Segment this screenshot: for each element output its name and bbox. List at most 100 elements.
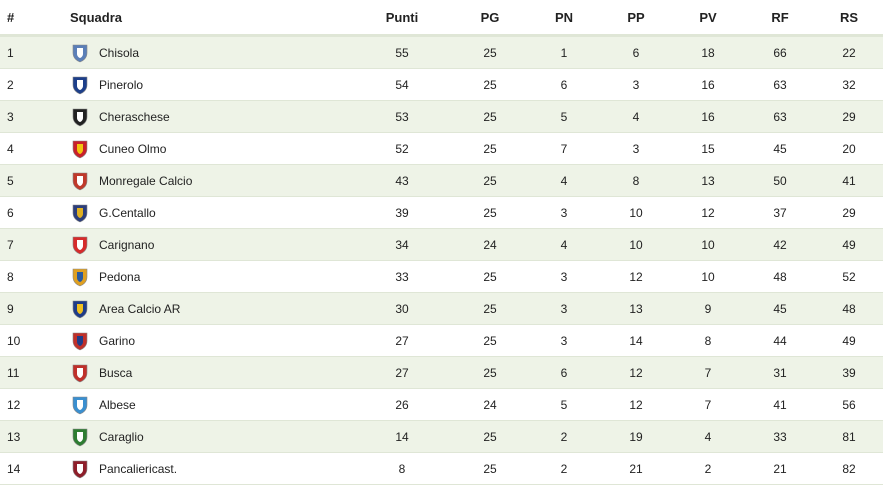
goals-against: 29 [842,205,856,220]
played: 24 [483,237,497,252]
wins: 7 [704,397,712,412]
wins: 12 [701,205,715,220]
table-row: 2 Pinerolo 54 25 6 3 16 63 32 [0,69,883,101]
losses: 3 [632,141,640,156]
logo-shape [72,204,88,223]
column-header: Punti [385,9,419,25]
table-row: 8 Pedona 33 25 3 12 10 48 52 [0,261,883,293]
losses: 8 [632,173,640,188]
column-header: RS [839,9,859,25]
logo-shape [72,140,88,159]
column-header: PG [480,9,500,25]
goals-for: 48 [773,269,787,284]
wins: 13 [701,173,715,188]
logo-shape [72,460,88,479]
goals-against: 32 [842,77,856,92]
played: 25 [483,461,497,476]
wins: 8 [704,333,712,348]
position: 12 [7,397,21,412]
points: 39 [395,205,409,220]
column-header: PN [554,9,574,25]
goals-against: 22 [842,45,856,60]
position: 14 [7,461,21,476]
table-row: 10 Garino 27 25 3 14 8 44 49 [0,325,883,357]
goals-against: 49 [842,237,856,252]
table-row: 13 Caraglio 14 25 2 19 4 33 81 [0,421,883,453]
draws: 3 [560,269,568,284]
team-name: Cuneo Olmo [99,141,167,156]
table-row: 12 Albese 26 24 5 12 7 41 56 [0,389,883,421]
wins: 10 [701,237,715,252]
wins: 7 [704,365,712,380]
team-name: Caraglio [99,429,144,444]
position: 3 [7,109,14,124]
column-header: PP [627,9,645,25]
table-row: 1 Chisola 55 25 1 6 18 66 22 [0,37,883,69]
team-logo [70,43,90,63]
team-name: Albese [99,397,136,412]
goals-against: 48 [842,301,856,316]
draws: 6 [560,77,568,92]
logo-shape [72,332,88,351]
losses: 19 [629,429,643,444]
team-logo [70,395,90,415]
points: 30 [395,301,409,316]
logo-shape [72,268,88,287]
position: 1 [7,45,14,60]
losses: 4 [632,109,640,124]
played: 25 [483,205,497,220]
table-row: 14 Pancaliericast. 8 25 2 21 2 21 82 [0,453,883,485]
wins: 18 [701,45,715,60]
draws: 5 [560,109,568,124]
table-row: 4 Cuneo Olmo 52 25 7 3 15 45 20 [0,133,883,165]
goals-for: 37 [773,205,787,220]
table-row: 7 Carignano 34 24 4 10 10 42 49 [0,229,883,261]
position: 4 [7,141,14,156]
team-name: Pancaliericast. [99,461,178,476]
team-logo [70,363,90,383]
team-logo [70,459,90,479]
played: 25 [483,141,497,156]
played: 25 [483,173,497,188]
team-logo [70,139,90,159]
team-name: G.Centallo [99,205,156,220]
losses: 10 [629,205,643,220]
table-row: 5 Monregale Calcio 43 25 4 8 13 50 41 [0,165,883,197]
position: 7 [7,237,14,252]
draws: 7 [560,141,568,156]
team-logo [70,299,90,319]
position: 2 [7,77,14,92]
table-row: 11 Busca 27 25 6 12 7 31 39 [0,357,883,389]
logo-shape [72,396,88,415]
points: 33 [395,269,409,284]
points: 26 [395,397,409,412]
team-logo [70,267,90,287]
goals-for: 31 [773,365,787,380]
points: 14 [395,429,409,444]
wins: 4 [704,429,712,444]
team-name: Busca [99,365,133,380]
losses: 21 [629,461,643,476]
points: 55 [395,45,409,60]
wins: 16 [701,77,715,92]
points: 8 [398,461,406,476]
team-logo [70,203,90,223]
losses: 3 [632,77,640,92]
logo-shape [72,236,88,255]
goals-for: 63 [773,109,787,124]
losses: 12 [629,397,643,412]
team-logo [70,235,90,255]
draws: 3 [560,301,568,316]
wins: 15 [701,141,715,156]
draws: 2 [560,461,568,476]
team-name: Carignano [99,237,155,252]
played: 25 [483,45,497,60]
wins: 10 [701,269,715,284]
played: 25 [483,109,497,124]
goals-for: 42 [773,237,787,252]
goals-for: 63 [773,77,787,92]
column-header: # [7,9,15,25]
goals-against: 29 [842,109,856,124]
logo-shape [72,44,88,63]
goals-for: 66 [773,45,787,60]
